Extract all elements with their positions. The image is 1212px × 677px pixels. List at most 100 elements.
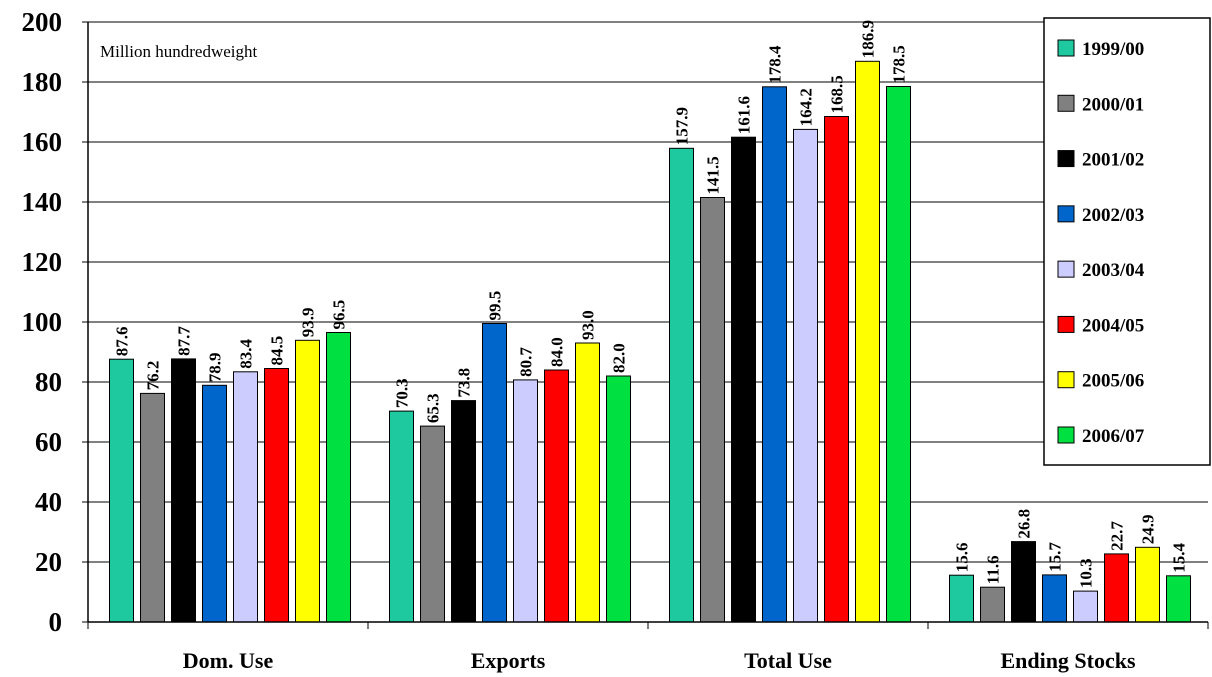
data-label: 186.9 <box>859 20 878 58</box>
bar <box>1042 574 1067 623</box>
bar <box>326 332 351 623</box>
legend-swatch <box>1057 150 1075 168</box>
unit-note: Million hundredweight <box>100 42 258 61</box>
y-tick-label: 120 <box>22 247 63 277</box>
data-label: 22.7 <box>1108 521 1127 551</box>
data-label: 10.3 <box>1077 558 1096 588</box>
data-label: 141.5 <box>704 156 723 194</box>
bar <box>1073 590 1098 623</box>
data-label: 164.2 <box>797 88 816 126</box>
legend-label: 1999/00 <box>1082 39 1144 60</box>
bar <box>202 384 227 623</box>
legend-label: 2000/01 <box>1082 94 1144 115</box>
data-label: 15.4 <box>1170 543 1189 573</box>
legend-swatch <box>1057 260 1075 278</box>
y-axis-ticks: 0 20 40 60 80 100 120 140 160 180 200 <box>22 7 88 637</box>
legend-label: 2004/05 <box>1082 315 1144 336</box>
y-tick-label: 100 <box>22 307 63 337</box>
y-tick-label: 160 <box>22 127 63 157</box>
axes <box>87 22 1209 629</box>
bar <box>824 116 849 623</box>
bar <box>264 368 289 623</box>
bar <box>886 86 911 623</box>
data-label: 178.4 <box>766 45 785 84</box>
bar <box>513 379 538 623</box>
legend-label: 2003/04 <box>1082 260 1145 281</box>
x-category-label: Exports <box>471 648 546 673</box>
legend-label: 2006/07 <box>1082 426 1145 447</box>
data-labels: 87.6 76.2 87.7 78.9 83.4 84.5 93.9 96.5 70.3 65.3… <box>113 20 1189 588</box>
legend-swatch <box>1057 94 1075 112</box>
legend: 1999/00 2000/01 2001/02 2002/03 2003/04 2004/… <box>1043 17 1211 466</box>
data-label: 15.6 <box>953 542 972 572</box>
data-label: 93.9 <box>299 308 318 338</box>
data-label: 80.7 <box>517 347 536 377</box>
data-label: 26.8 <box>1015 509 1034 539</box>
data-label: 83.4 <box>237 339 256 369</box>
data-label: 15.7 <box>1046 542 1065 572</box>
y-tick-label: 200 <box>22 7 63 37</box>
bar <box>980 586 1005 623</box>
x-axis-categories: Dom. Use Exports Total Use Ending Stocks <box>183 648 1136 673</box>
y-tick-label: 180 <box>22 67 63 97</box>
data-label: 11.6 <box>984 555 1003 584</box>
bar <box>669 147 694 623</box>
data-label: 87.6 <box>113 326 132 356</box>
data-label: 87.7 <box>175 326 194 356</box>
bar <box>700 197 725 623</box>
bar <box>731 136 756 623</box>
data-label: 96.5 <box>330 300 349 330</box>
data-label: 93.0 <box>579 310 598 340</box>
bar <box>575 342 600 623</box>
bar <box>855 60 880 623</box>
bar <box>140 392 165 623</box>
data-label: 70.3 <box>393 378 412 408</box>
data-label: 157.9 <box>673 107 692 145</box>
bar <box>544 369 569 623</box>
x-category-label: Dom. Use <box>183 648 274 673</box>
data-label: 84.5 <box>268 336 287 366</box>
bar <box>762 86 787 623</box>
x-category-label: Ending Stocks <box>1000 648 1136 673</box>
data-label: 84.0 <box>548 337 567 367</box>
bar <box>1135 546 1160 623</box>
bar <box>451 400 476 623</box>
legend-label: 2001/02 <box>1082 150 1144 171</box>
data-label: 178.5 <box>890 45 909 83</box>
bar <box>389 410 414 623</box>
y-tick-label: 60 <box>35 427 62 457</box>
bar <box>171 358 196 623</box>
bar <box>420 425 445 623</box>
y-tick-label: 0 <box>49 607 63 637</box>
data-label: 78.9 <box>206 353 225 383</box>
data-label: 161.6 <box>735 96 754 134</box>
legend-swatch <box>1057 371 1075 389</box>
data-label: 168.5 <box>828 75 847 113</box>
legend-label: 2002/03 <box>1082 205 1144 226</box>
data-label: 65.3 <box>424 393 443 423</box>
bar <box>109 358 134 623</box>
legend-swatch <box>1057 426 1075 444</box>
y-tick-label: 40 <box>35 487 62 517</box>
y-tick-label: 140 <box>22 187 63 217</box>
bar <box>606 375 631 623</box>
data-label: 82.0 <box>610 343 629 373</box>
data-label: 99.5 <box>486 291 505 321</box>
y-tick-label: 20 <box>35 547 62 577</box>
legend-box <box>1043 17 1211 466</box>
legend-label: 2005/06 <box>1082 371 1144 392</box>
legend-swatch <box>1057 315 1075 333</box>
bar <box>949 574 974 623</box>
legend-swatch <box>1057 39 1075 57</box>
y-tick-label: 80 <box>35 367 62 397</box>
bar <box>1166 575 1191 623</box>
bar <box>482 323 507 623</box>
bar <box>295 339 320 623</box>
bar <box>233 371 258 623</box>
data-label: 76.2 <box>144 361 163 391</box>
bar <box>1011 541 1036 623</box>
data-label: 73.8 <box>455 368 474 398</box>
data-label: 24.9 <box>1139 515 1158 545</box>
bar <box>793 128 818 623</box>
